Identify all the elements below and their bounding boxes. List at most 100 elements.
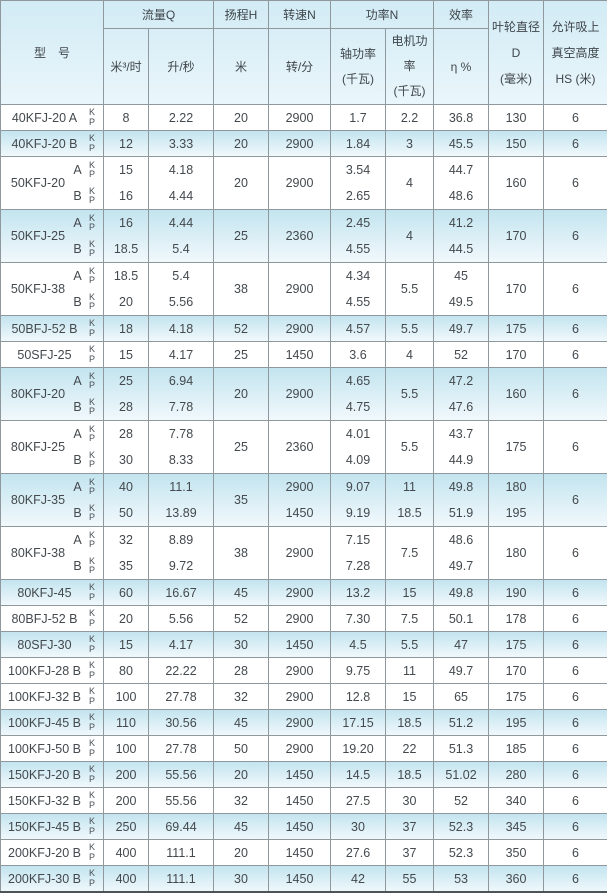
motor-power-cell: 37 — [386, 814, 434, 840]
kp-marker: K P — [84, 713, 100, 732]
suction-height-cell: 6 — [544, 316, 607, 342]
variant-b: B — [71, 506, 84, 520]
kp-marker: K P — [84, 739, 100, 758]
value-a: 4.65 — [346, 374, 370, 388]
header-flow-ls: 升/秒 — [149, 29, 214, 105]
kp-marker: K P — [84, 425, 100, 444]
header-power: 功率N — [331, 1, 434, 29]
head-cell: 45 — [214, 580, 269, 606]
efficiency-cell: 45.5 — [434, 131, 489, 157]
shaft-power-cell: 12.8 — [331, 684, 386, 710]
head-cell: 25 — [214, 210, 269, 263]
kp-marker: K P — [84, 791, 100, 810]
head-cell: 20 — [214, 105, 269, 131]
impeller-dia-cell: 175 — [489, 421, 544, 474]
model-name: 80SFJ-30 — [5, 638, 84, 652]
flow-m3h-cell: 110 — [104, 710, 149, 736]
model-name: 50KFJ-38 — [5, 282, 71, 296]
kp-marker: K P — [84, 134, 100, 153]
shaft-power-cell: 1.84 — [331, 131, 386, 157]
kp-marker: K P — [84, 687, 100, 706]
value-b: 4.09 — [346, 453, 370, 467]
efficiency-cell: 51.3 — [434, 736, 489, 762]
motor-power-cell: 18.5 — [386, 710, 434, 736]
value-a: 180 — [506, 480, 527, 494]
flow-m3h-cell: 15 — [104, 342, 149, 368]
impeller-dia-cell: 170 — [489, 342, 544, 368]
shaft-power-cell: 17.15 — [331, 710, 386, 736]
efficiency-cell: 65 — [434, 684, 489, 710]
flow-m3h-cell: 100 — [104, 736, 149, 762]
suction-height-cell: 6 — [544, 788, 607, 814]
suction-height-cell: 6 — [544, 684, 607, 710]
flow-ls-cell: 27.78 — [149, 736, 214, 762]
value-b: 20 — [119, 295, 133, 309]
flow-ls-cell: 30.56 — [149, 710, 214, 736]
value-b: 2.65 — [346, 189, 370, 203]
speed-cell: 2900 — [269, 263, 331, 316]
impeller-dia-cell: 170 — [489, 210, 544, 263]
model-name: 80BFJ-52 B — [5, 612, 84, 626]
flow-ls-cell: 4.18 — [149, 316, 214, 342]
suction-height-cell: 6 — [544, 210, 607, 263]
impeller-dia-cell: 345 — [489, 814, 544, 840]
motor-power-cell: 4 — [386, 342, 434, 368]
value-a: 4.34 — [346, 269, 370, 283]
suction-height-cell: 6 — [544, 606, 607, 632]
kp-marker: K P — [84, 557, 100, 576]
head-cell: 20 — [214, 840, 269, 866]
value-b: 4.55 — [346, 242, 370, 256]
impeller-dia-cell: 175 — [489, 632, 544, 658]
efficiency-cell: 51.02 — [434, 762, 489, 788]
impeller-dia-cell: 175 — [489, 316, 544, 342]
value-b: 5.4 — [172, 242, 189, 256]
kp-marker: K P — [84, 345, 100, 364]
kp-marker: K P — [84, 293, 100, 312]
value-a: 45 — [454, 269, 468, 283]
speed-cell: 1450 — [269, 788, 331, 814]
model-name: 50SFJ-25 — [5, 348, 84, 362]
impeller-dia-cell: 185 — [489, 736, 544, 762]
suction-height-cell: 6 — [544, 580, 607, 606]
impeller-dia-cell: 170 — [489, 263, 544, 316]
head-cell: 35 — [214, 474, 269, 527]
suction-height-cell: 6 — [544, 474, 607, 527]
head-cell: 45 — [214, 710, 269, 736]
speed-cell: 2900 — [269, 684, 331, 710]
flow-ls-cell: 55.56 — [149, 762, 214, 788]
kp-marker: K P — [84, 765, 100, 784]
efficiency-cell: 52.3 — [434, 814, 489, 840]
motor-power-cell: 15 — [386, 684, 434, 710]
speed-cell: 2900 — [269, 606, 331, 632]
value-b: 13.89 — [165, 506, 196, 520]
suction-height-cell: 6 — [544, 814, 607, 840]
speed-cell: 2900 — [269, 736, 331, 762]
value-b: 35 — [119, 559, 133, 573]
kp-marker: K P — [84, 843, 100, 862]
value-b: 51.9 — [449, 506, 473, 520]
flow-m3h-cell: 60 — [104, 580, 149, 606]
shaft-power-cell: 4.5 — [331, 632, 386, 658]
flow-ls-cell: 27.78 — [149, 684, 214, 710]
